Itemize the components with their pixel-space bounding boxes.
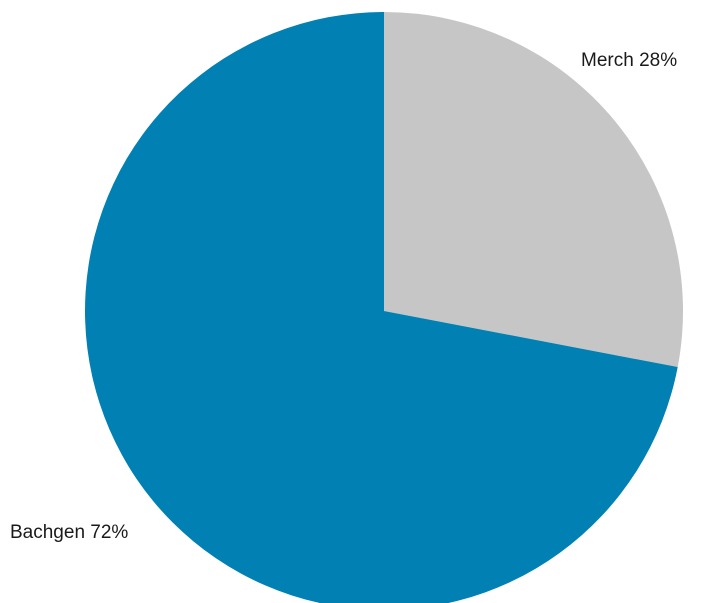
- slice-label-bachgen: Bachgen 72%: [10, 522, 128, 543]
- pie-slice-bachgen: [85, 12, 678, 603]
- pie-slice-merch: [384, 12, 683, 368]
- pie-labels: Merch 28% Bachgen 72%: [10, 50, 677, 543]
- slice-label-merch: Merch 28%: [581, 50, 677, 71]
- pie-slices: [85, 12, 683, 603]
